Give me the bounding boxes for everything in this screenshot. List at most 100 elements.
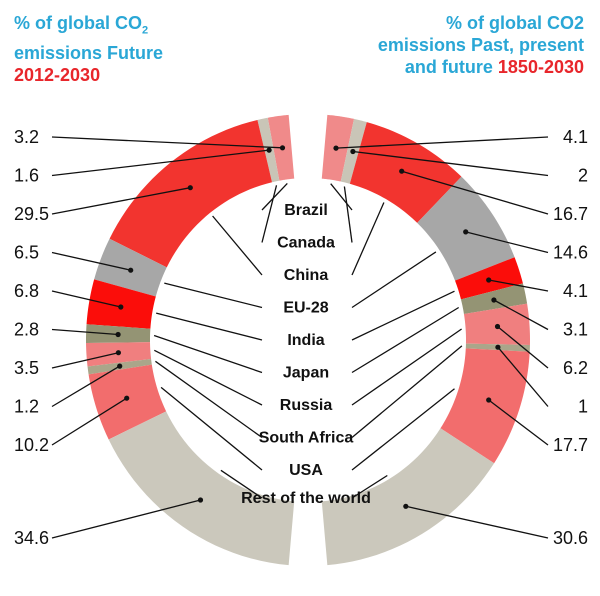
historic-category-connector-usa xyxy=(351,388,455,471)
historic-leader-dot-canada xyxy=(350,148,356,155)
historic-leader-usa xyxy=(488,399,549,446)
historic-value-label-japan: 3.1 xyxy=(563,320,588,340)
future-slice-india xyxy=(86,279,156,329)
future-leader-dot-canada xyxy=(266,147,272,153)
future-leader-dot-rest-of-the-world xyxy=(197,497,204,503)
right-chart-title: % of global CO2 emissions Past, present … xyxy=(377,13,584,77)
future-leader-china xyxy=(51,187,191,215)
historic-category-connector-canada xyxy=(343,186,353,243)
future-leader-russia xyxy=(51,352,119,369)
historic-leader-dot-china xyxy=(399,168,405,174)
category-label-canada: Canada xyxy=(277,235,335,252)
future-slice-eu-28 xyxy=(94,238,167,297)
future-leader-dot-usa xyxy=(124,395,130,401)
category-label-japan: Japan xyxy=(283,365,329,382)
future-leader-dot-eu-28 xyxy=(128,267,134,273)
historic-value-label-eu-28: 14.6 xyxy=(553,243,588,263)
future-category-connector-japan xyxy=(153,334,263,374)
historic-value-label-russia: 6.2 xyxy=(563,358,588,378)
future-leader-canada xyxy=(51,149,270,177)
historic-category-connector-rest-of-the-world xyxy=(351,474,388,499)
historic-leader-dot-eu-28 xyxy=(463,229,469,235)
future-value-label-japan: 2.8 xyxy=(14,320,39,340)
future-value-label-china: 29.5 xyxy=(14,204,49,224)
historic-leader-south-africa xyxy=(497,346,549,407)
category-label-usa: USA xyxy=(289,462,323,479)
future-leader-rest-of-the-world xyxy=(51,499,201,539)
future-value-label-usa: 10.2 xyxy=(14,435,49,455)
left-chart-title: % of global CO2 emissions Future 2012-20… xyxy=(14,13,164,85)
future-leader-dot-china xyxy=(187,185,193,191)
future-category-connector-china xyxy=(212,215,263,276)
historic-slice-usa xyxy=(440,348,530,464)
historic-category-connector-russia xyxy=(351,328,462,406)
historic-leader-china xyxy=(401,170,549,215)
future-leader-usa xyxy=(51,397,128,446)
historic-leader-dot-usa xyxy=(486,397,492,403)
future-leader-dot-south-africa xyxy=(117,363,123,369)
future-category-connector-canada xyxy=(261,185,278,243)
future-category-connector-eu-28 xyxy=(164,282,263,309)
category-label-eu-28: EU-28 xyxy=(283,300,328,317)
historic-leader-russia xyxy=(497,325,549,369)
future-leader-brazil xyxy=(51,136,283,149)
historic-leader-dot-south-africa xyxy=(495,344,501,350)
future-value-label-canada: 1.6 xyxy=(14,166,39,186)
historic-leader-japan xyxy=(493,299,549,331)
future-value-label-russia: 3.5 xyxy=(14,358,39,378)
historic-leader-brazil xyxy=(335,136,549,149)
future-category-connector-rest-of-the-world xyxy=(220,469,263,499)
future-leader-dot-russia xyxy=(115,350,121,356)
historic-value-label-china: 16.7 xyxy=(553,204,588,224)
historic-leader-dot-india xyxy=(486,277,492,283)
historic-leader-dot-japan xyxy=(491,297,497,303)
category-label-russia: Russia xyxy=(280,397,333,414)
future-category-connector-usa xyxy=(160,386,263,471)
future-category-connector-brazil xyxy=(261,182,288,211)
historic-leader-dot-rest-of-the-world xyxy=(403,503,409,509)
future-category-connector-russia xyxy=(154,349,263,406)
category-label-china: China xyxy=(284,267,329,284)
future-category-connector-india xyxy=(156,312,263,341)
future-leader-eu-28 xyxy=(51,251,131,271)
future-leader-dot-india xyxy=(118,304,124,310)
future-slice-china xyxy=(109,119,273,268)
category-label-brazil: Brazil xyxy=(284,202,328,219)
category-label-rest-of-the-world: Rest of the world xyxy=(241,490,371,507)
future-category-connector-south-africa xyxy=(155,360,263,439)
historic-leader-dot-russia xyxy=(494,323,501,330)
future-slice-usa xyxy=(88,364,167,440)
future-leader-dot-japan xyxy=(115,331,121,338)
historic-category-connector-south-africa xyxy=(351,345,463,438)
historic-slice-eu-28 xyxy=(417,176,515,281)
historic-value-label-south-africa: 1 xyxy=(578,397,588,417)
future-value-label-eu-28: 6.5 xyxy=(14,243,39,263)
future-value-label-brazil: 3.2 xyxy=(14,127,39,147)
historic-leader-eu-28 xyxy=(465,231,549,254)
future-slice-rest-of-the-world xyxy=(108,411,295,566)
future-value-label-rest-of-the-world: 34.6 xyxy=(14,528,49,548)
future-value-label-india: 6.8 xyxy=(14,281,39,301)
future-leader-japan xyxy=(51,328,119,336)
historic-category-connector-japan xyxy=(351,306,460,374)
historic-value-label-brazil: 4.1 xyxy=(563,127,588,147)
historic-category-connector-brazil xyxy=(330,183,353,211)
future-leader-india xyxy=(51,290,121,308)
historic-slice-rest-of-the-world xyxy=(321,428,495,566)
future-leader-dot-brazil xyxy=(279,145,286,151)
historic-category-connector-eu-28 xyxy=(351,251,437,309)
historic-leader-canada xyxy=(352,150,549,177)
historic-value-label-india: 4.1 xyxy=(563,281,588,301)
historic-category-connector-india xyxy=(351,290,455,341)
category-label-india: India xyxy=(287,332,324,349)
historic-leader-dot-brazil xyxy=(333,145,339,151)
future-leader-south-africa xyxy=(51,365,121,408)
historic-value-label-usa: 17.7 xyxy=(553,435,588,455)
historic-leader-india xyxy=(488,279,549,292)
historic-value-label-rest-of-the-world: 30.6 xyxy=(553,528,588,548)
future-value-label-south-africa: 1.2 xyxy=(14,397,39,417)
historic-value-label-canada: 2 xyxy=(578,166,588,186)
category-label-south-africa: South Africa xyxy=(259,430,354,447)
